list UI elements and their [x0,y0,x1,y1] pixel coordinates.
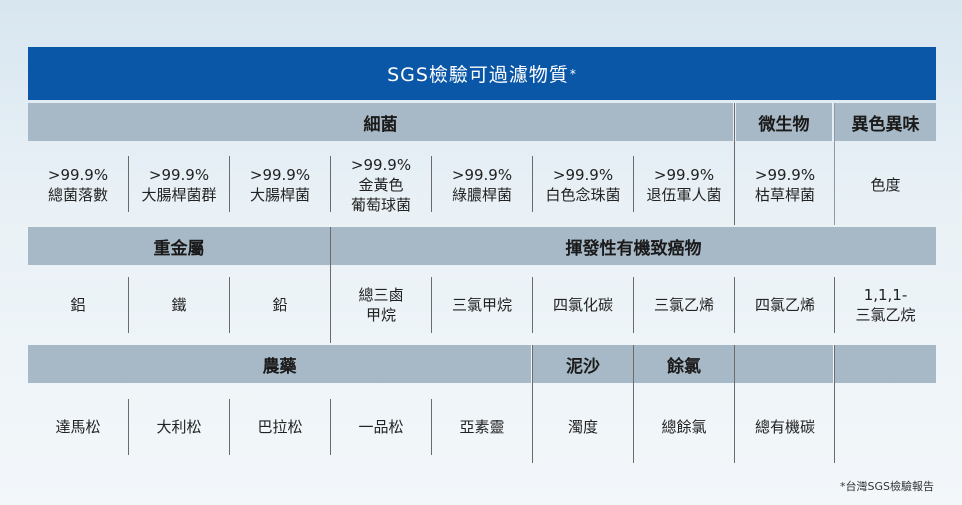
divider [834,103,835,225]
title-asterisk: * [569,66,577,81]
divider [532,277,533,333]
bacteria-item-6: >99.9% 白色念珠菌 [545,166,621,204]
divider [128,156,129,212]
header-blank [835,345,936,383]
header-organic-blank [735,345,833,383]
title-text: SGS檢驗可過濾物質 [387,64,569,86]
divider [734,345,735,463]
pesticide-item-4: 一品松 [358,418,404,436]
bacteria-item-1: >99.9% 總菌落數 [47,166,109,204]
chlorine-item: 總餘氯 [661,418,707,436]
bacteria-item-3: >99.9% 大腸桿菌 [249,166,311,204]
bacteria-item-5: >99.9% 綠膿桿菌 [451,166,513,204]
divider [834,277,835,333]
voc-item-5: 四氯乙烯 [754,296,815,314]
divider [128,399,129,455]
divider [330,156,331,212]
divider [633,156,634,212]
divider [431,399,432,455]
bacteria-item-7: >99.9% 退伍軍人菌 [646,166,722,204]
metal-item-3: 鉛 [272,296,288,314]
voc-item-4: 三氯乙烯 [653,296,714,314]
divider [330,227,331,343]
voc-item-2: 三氯甲烷 [451,296,512,314]
divider [330,399,331,455]
divider [431,156,432,212]
pesticide-item-2: 大利松 [156,418,202,436]
divider [834,345,835,463]
pesticide-item-3: 巴拉松 [257,418,303,436]
header-voc: 揮發性有機致癌物 [331,227,936,265]
divider [734,103,735,225]
pesticide-item-5: 亞素靈 [459,418,505,436]
microbe-item: >99.9% 枯草桿菌 [754,166,816,204]
voc-item-3: 四氯化碳 [552,296,613,314]
divider [229,156,230,212]
metal-item-1: 鋁 [70,296,86,314]
table-title: SGS檢驗可過濾物質 * [28,47,936,100]
divider [128,277,129,333]
divider [229,277,230,333]
divider [229,399,230,455]
header-chlorine-label: 餘氯 [667,356,701,377]
header-sediment: 泥沙 [533,345,633,383]
header-bacteria: 細菌 [28,103,733,141]
divider [734,277,735,333]
divider [431,277,432,333]
odor-item: 色度 [870,176,901,194]
header-chlorine: 餘氯 [634,345,734,383]
divider [633,277,634,333]
bacteria-item-2: >99.9% 大腸桿菌群 [141,166,217,204]
bacteria-item-4: >99.9% 金黃色 葡萄球菌 [350,156,412,214]
footnote: *台灣SGS檢驗報告 [840,480,934,493]
header-odor: 異色異味 [835,103,936,141]
header-pesticides: 農藥 [28,345,531,383]
pesticide-item-1: 達馬松 [55,418,101,436]
header-microbe: 微生物 [736,103,832,141]
divider [532,345,533,463]
header-heavy-metals: 重金屬 [28,227,330,265]
metal-item-2: 鐵 [171,296,187,314]
voc-item-1: 總三鹵 甲烷 [358,286,404,324]
divider [532,156,533,212]
voc-item-6: 1,1,1- 三氯乙烷 [855,286,916,324]
sediment-item: 濁度 [567,418,598,436]
divider [633,345,634,463]
organic-item: 總有機碳 [754,418,815,436]
